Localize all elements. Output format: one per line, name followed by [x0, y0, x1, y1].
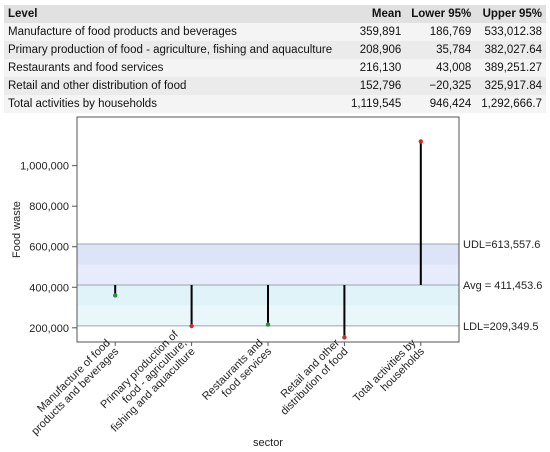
- cell-mean: 1,119,545: [345, 95, 406, 113]
- cell-upper: 325,917.84: [475, 77, 546, 95]
- cell-upper: 389,251.27: [475, 59, 546, 77]
- x-category-label: Restaurants andfood services: [200, 337, 274, 411]
- x-category-label: Total activities byhouseholds: [351, 337, 427, 413]
- y-tick-label: 200,000: [29, 323, 69, 335]
- y-tick-label: 1,000,000: [20, 161, 69, 173]
- cell-mean: 359,891: [345, 23, 406, 41]
- mean-point: [113, 293, 118, 298]
- mean-point: [189, 323, 194, 329]
- cell-lower: −20,325: [405, 77, 476, 95]
- udl-label: UDL=613,557.6: [463, 239, 540, 251]
- y-tick-label: 400,000: [29, 282, 69, 294]
- column-header-level: Level: [4, 5, 346, 23]
- table-row: Primary production of food - agriculture…: [4, 41, 546, 59]
- x-category-label: Retail and otherdistribution of food: [270, 337, 351, 418]
- column-header-upper-95: Upper 95%: [475, 5, 546, 23]
- x-axis-title: sector: [253, 437, 283, 449]
- cell-mean: 216,130: [345, 59, 406, 77]
- table-row: Retail and other distribution of food 15…: [4, 77, 546, 95]
- cell-level: Restaurants and food services: [4, 59, 346, 77]
- cell-lower: 946,424: [405, 95, 476, 113]
- cell-lower: 43,008: [405, 59, 476, 77]
- cell-level: Primary production of food - agriculture…: [4, 41, 346, 59]
- avg-label: Avg = 411,453.6: [463, 280, 542, 292]
- cell-upper: 382,027.64: [475, 41, 546, 59]
- table-row: Total activities by households 1,119,545…: [4, 95, 546, 113]
- mean-point: [418, 139, 423, 144]
- ldl-label: LDL=209,349.5: [463, 321, 539, 333]
- mean-point: [265, 322, 271, 327]
- cell-level: Retail and other distribution of food: [4, 77, 346, 95]
- means-table: Level Mean Lower 95% Upper 95% Manufactu…: [4, 5, 546, 113]
- column-header-mean: Mean: [345, 5, 406, 23]
- cell-mean: 208,906: [345, 41, 406, 59]
- mean-point: [342, 335, 347, 340]
- table-header-row: Level Mean Lower 95% Upper 95%: [4, 5, 546, 23]
- column-header-lower-95: Lower 95%: [405, 5, 476, 23]
- y-tick-label: 800,000: [29, 201, 69, 213]
- cell-lower: 186,769: [405, 23, 476, 41]
- y-axis-title: Food waste: [11, 201, 23, 258]
- cell-level: Total activities by households: [4, 95, 346, 113]
- table-row: Manufacture of food products and beverag…: [4, 23, 546, 41]
- cell-level: Manufacture of food products and beverag…: [4, 23, 346, 41]
- cell-upper: 1,292,666.7: [475, 95, 546, 113]
- cell-lower: 35,784: [405, 41, 476, 59]
- decision-zone: [77, 264, 459, 285]
- decision-zone: [77, 243, 459, 265]
- x-category-label: Manufacture of foodproducts and beverage…: [21, 337, 122, 438]
- cell-upper: 533,012.38: [475, 23, 546, 41]
- cell-mean: 152,796: [345, 77, 406, 95]
- y-tick-label: 600,000: [29, 242, 69, 254]
- table-row: Restaurants and food services 216,130 43…: [4, 59, 546, 77]
